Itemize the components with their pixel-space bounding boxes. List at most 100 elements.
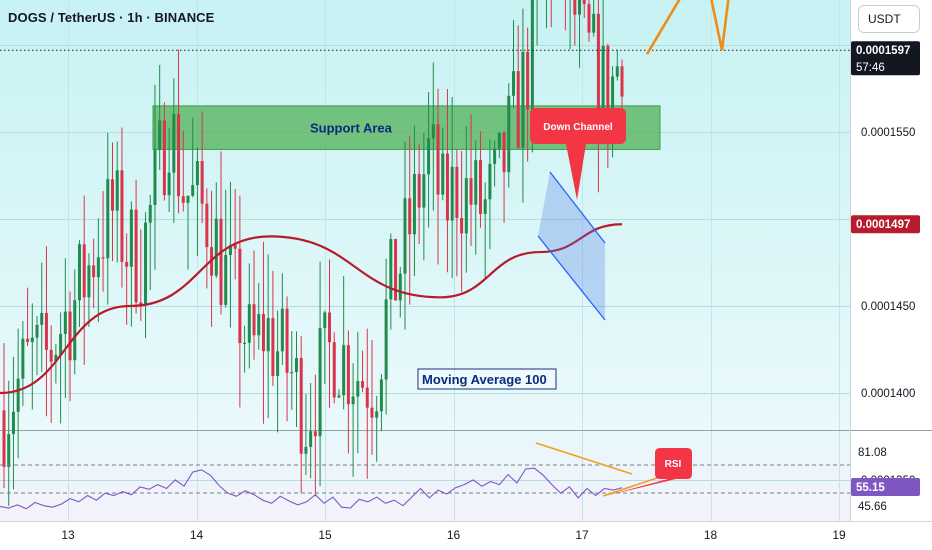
candle-body [125, 261, 129, 267]
candle [412, 125, 416, 277]
candle [285, 296, 289, 422]
candle [507, 83, 511, 188]
candle [379, 373, 383, 432]
candle-body [252, 304, 256, 336]
candle-body [191, 185, 195, 196]
candle [30, 303, 34, 410]
candle [546, 0, 548, 29]
candle [441, 127, 445, 201]
candle-body [596, 13, 600, 124]
candle-body [92, 265, 96, 278]
candle-body [497, 132, 501, 149]
candle-body [478, 160, 482, 215]
candle [592, 0, 596, 37]
candle-body [511, 71, 515, 96]
candle [200, 111, 204, 224]
candle-body [408, 198, 412, 235]
candle [536, 0, 538, 46]
moving-average-label-box [417, 368, 557, 390]
candle [304, 394, 308, 476]
candle-body [106, 179, 110, 259]
candle [417, 144, 421, 244]
candle-body [516, 71, 520, 148]
price-axis-badges: 0.00018090.00017340.00016490.000159757:4… [851, 41, 920, 496]
moving-average-100-line [0, 223, 623, 395]
candle-body [615, 66, 619, 77]
candle-body [7, 434, 11, 467]
candle-body [200, 161, 204, 204]
candle [68, 291, 72, 402]
time-tick-label: 15 [318, 528, 332, 542]
candle [205, 188, 209, 289]
candle-body [431, 124, 435, 139]
candle [455, 149, 459, 277]
candle [195, 147, 199, 256]
candle [337, 389, 341, 399]
candle-body [455, 166, 459, 218]
rsi-value-badge-text: 55.15 [856, 482, 885, 494]
candle [271, 270, 275, 386]
candle-body [129, 209, 133, 267]
candle-body [219, 218, 223, 305]
candle-body [134, 209, 138, 303]
candle-body [172, 114, 176, 173]
candle [511, 20, 515, 109]
candle-body [398, 273, 402, 301]
candle-body [521, 51, 525, 148]
candle [106, 132, 110, 305]
candle-body [328, 312, 332, 343]
candle-body [427, 138, 431, 175]
currency-button[interactable]: USDT [858, 5, 920, 33]
candle-body [342, 345, 346, 396]
candle [280, 273, 284, 365]
candle [445, 88, 449, 273]
down-channel-fill [538, 172, 605, 320]
candle-body [144, 222, 148, 305]
time-axis[interactable]: 13 14 15 16 17 18 19 [61, 528, 846, 542]
rsi-bullish-trendline [602, 474, 667, 497]
candle [427, 92, 431, 228]
candle-body [87, 265, 91, 298]
time-tick-label: 16 [447, 528, 461, 542]
candle-body [162, 120, 166, 196]
candle-body [488, 163, 492, 200]
candle-body [96, 257, 100, 278]
candle-body [337, 395, 341, 398]
candle-body [469, 178, 473, 205]
candle [54, 343, 58, 384]
candle [384, 258, 388, 415]
candle-body [115, 170, 119, 211]
candle [361, 350, 365, 393]
candle [115, 141, 119, 263]
candle-body [139, 302, 143, 305]
rsi-tick-label: 45.66 [858, 501, 887, 513]
candle-body [243, 342, 247, 344]
candle-body [111, 179, 115, 211]
candle-body [620, 66, 624, 97]
candle [587, 0, 591, 42]
candle [63, 258, 67, 399]
candle-body [313, 431, 317, 437]
candle [346, 330, 350, 454]
candle-body [578, 0, 582, 15]
candle-body [266, 318, 270, 352]
candle [578, 0, 582, 68]
time-tick-label: 18 [704, 528, 718, 542]
price-tick-label: 0.0001400 [861, 388, 915, 400]
candle [351, 363, 355, 477]
candle-body [422, 174, 426, 208]
candle-body [530, 0, 534, 110]
candle [11, 356, 15, 490]
candle-body [460, 217, 464, 234]
projection-path [645, 0, 730, 55]
time-tick-label: 19 [832, 528, 846, 542]
candle-body [2, 410, 6, 467]
candle [120, 127, 124, 288]
candle [49, 325, 53, 423]
candle [214, 182, 218, 278]
candle-body [587, 4, 591, 33]
candle [101, 191, 105, 292]
candle [96, 218, 100, 323]
candle-body [247, 304, 251, 343]
